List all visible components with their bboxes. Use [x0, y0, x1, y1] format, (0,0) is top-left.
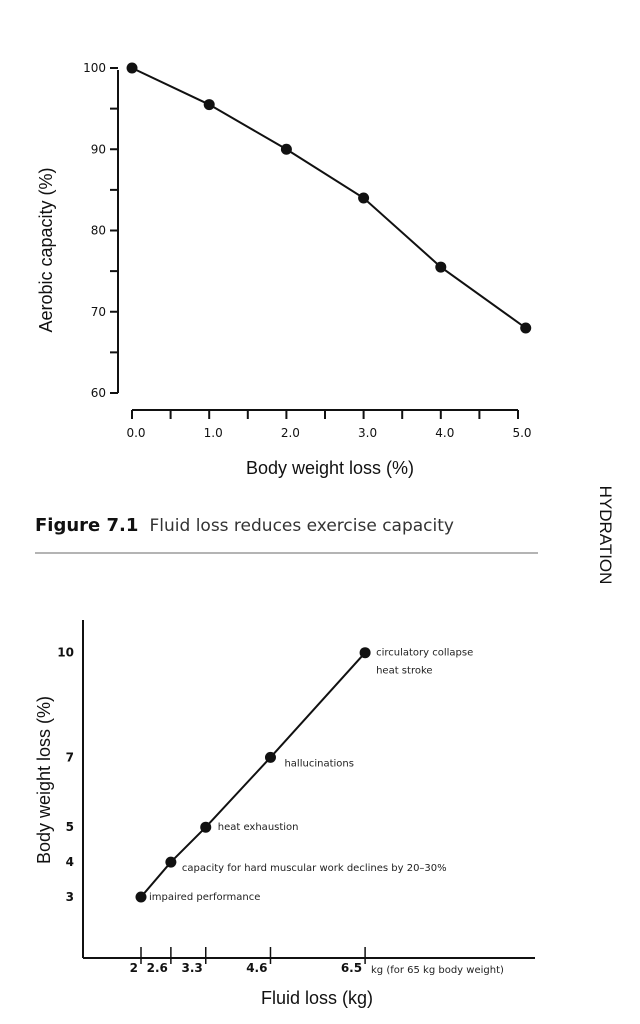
chart2-y-tick-label: 3: [66, 890, 74, 904]
chart2-y-tick-label: 10: [57, 646, 74, 660]
chart1-y-tick-label: 70: [91, 305, 106, 319]
chart2-annotations: impaired performance capacity for hard mu…: [149, 648, 473, 903]
chart1-y-tick-label: 80: [91, 224, 106, 238]
chart1-y-ticks: 60 70 80 90 100: [83, 61, 118, 400]
figure-caption-label: Figure 7.1: [35, 515, 138, 536]
chart2-x-tick-label: 6.5: [341, 961, 362, 975]
chart1-y-tick-label: 90: [91, 142, 106, 156]
chart1-data-point: [126, 62, 138, 74]
chart1: 60 70 80 90 100 0.0 1.0 2.0 3.0 4.0 5.0 Aerobic c…: [36, 61, 532, 478]
chart2-x-tick-label: 3.3: [181, 961, 202, 975]
chart2-x-unit-note: kg (for 65 kg body weight): [371, 965, 504, 976]
side-header: HYDRATION: [596, 486, 615, 585]
chart1-x-tick-label: 1.0: [204, 426, 223, 440]
chart1-x-tick-label: 2.0: [281, 426, 300, 440]
chart2-data-point: [135, 891, 147, 903]
chart2-data-point: [165, 856, 177, 868]
chart2-annotation: heat stroke: [376, 666, 432, 677]
chart2-x-axis-title: Fluid loss (kg): [261, 988, 373, 1008]
chart2-annotation: impaired performance: [149, 892, 260, 903]
chart2-x-ticks: 2 2.6 3.3 4.6 6.5: [130, 947, 366, 975]
chart1-data-point: [358, 192, 370, 204]
chart2-y-ticks: 3 4 5 7 10: [57, 646, 74, 904]
chart2-data-point: [200, 821, 212, 833]
chart2-data-point: [264, 751, 276, 763]
figure-caption: Figure 7.1 Fluid loss reduces exercise c…: [35, 515, 454, 536]
chart1-data-point: [280, 143, 292, 155]
chart1-y-tick-label: 100: [83, 61, 106, 75]
chart1-y-axis-title: Aerobic capacity (%): [36, 167, 56, 332]
chart1-x-axis-title: Body weight loss (%): [246, 458, 414, 478]
figure-caption-text: Fluid loss reduces exercise capacity: [150, 516, 454, 536]
chart2-annotation: hallucinations: [284, 758, 353, 769]
chart1-series-line: [131, 67, 527, 329]
chart1-x-ticks: 0.0 1.0 2.0 3.0 4.0 5.0: [126, 410, 532, 440]
chart1-data-point: [435, 261, 447, 273]
chart2-x-tick-label: 2: [130, 961, 138, 975]
chart2-y-axis-title: Body weight loss (%): [34, 696, 54, 864]
chart1-x-tick-label: 0.0: [126, 426, 145, 440]
chart1-points: [126, 62, 532, 334]
chart2-y-tick-label: 7: [66, 750, 74, 764]
chart2-annotation: heat exhaustion: [218, 822, 299, 833]
chart1-x-tick-label: 4.0: [435, 426, 454, 440]
chart2-data-point: [359, 647, 371, 659]
chart1-y-tick-label: 60: [91, 386, 106, 400]
chart1-x-tick-label: 3.0: [358, 426, 377, 440]
chart2-y-tick-label: 4: [66, 855, 74, 869]
chart2-x-tick-label: 4.6: [246, 961, 267, 975]
chart2-points: [135, 647, 371, 903]
chart1-data-point: [203, 99, 215, 111]
chart2-annotation: capacity for hard muscular work declines…: [182, 863, 447, 874]
chart2: 3 4 5 7 10 2 2.6 3.3 4.6 6.5 impaired performanc…: [34, 620, 535, 1008]
chart1-x-tick-label: 5.0: [512, 426, 531, 440]
chart2-annotation: circulatory collapse: [376, 648, 473, 659]
chart2-x-tick-label: 2.6: [147, 961, 168, 975]
chart1-data-point: [520, 322, 532, 334]
chart2-y-tick-label: 5: [66, 820, 74, 834]
